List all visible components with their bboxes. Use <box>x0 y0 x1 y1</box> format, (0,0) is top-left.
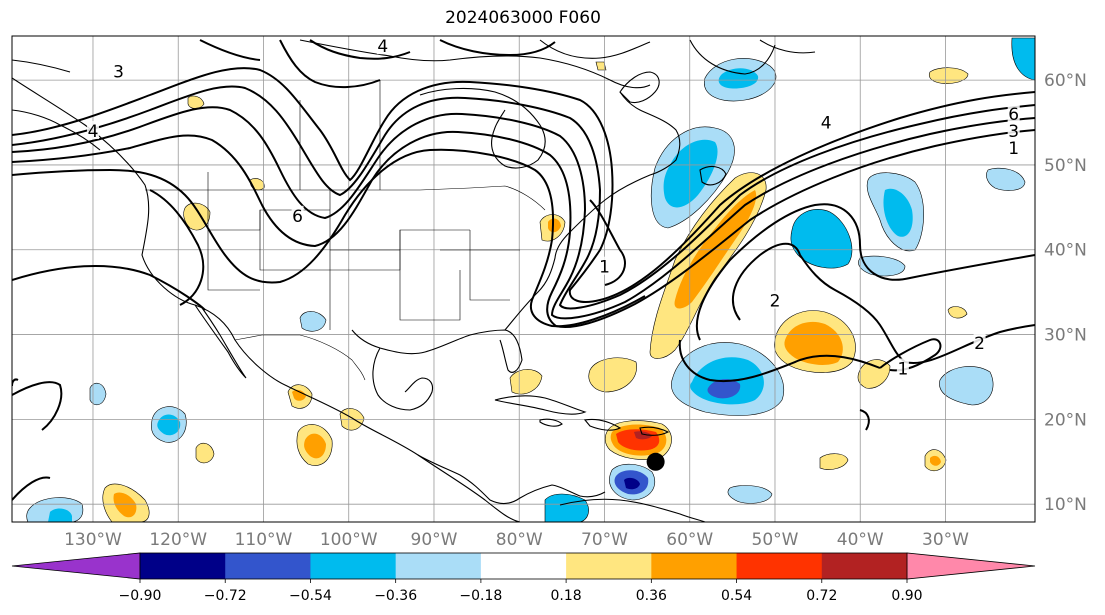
contour-label: 6 <box>292 207 303 227</box>
lon-label: 30°W <box>922 530 969 550</box>
colorbar-tick-label: 0.36 <box>636 588 667 604</box>
contour-label-bg <box>1007 104 1020 123</box>
colorbar-tick-label: −0.90 <box>119 588 162 604</box>
contour-label-bg <box>1007 120 1020 139</box>
map-frame <box>11 35 1036 523</box>
lat-label: 20°N <box>1044 410 1087 430</box>
contour-label-bg <box>1007 137 1020 156</box>
height-contours <box>12 39 1035 501</box>
contour-label: 4 <box>821 114 832 134</box>
lon-label: 40°W <box>837 530 884 550</box>
longitude-axis: 130°W 120°W 110°W 100°W 90°W 80°W 70°W 60°W 50°W… <box>64 530 969 550</box>
contour-label: 3 <box>113 63 124 83</box>
lon-label: 60°W <box>666 530 713 550</box>
colorbar-tick-label: 0.90 <box>891 588 922 604</box>
contour-label-bg <box>376 36 389 55</box>
colorbar-tick-label: 0.54 <box>721 588 752 604</box>
coastlines <box>12 39 816 522</box>
colorbar-segment <box>566 553 652 579</box>
colorbar-tick-label: −0.18 <box>459 588 502 604</box>
lon-label: 80°W <box>496 530 543 550</box>
lon-label: 50°W <box>752 530 799 550</box>
contour-label: 1 <box>599 258 610 278</box>
contour-label-bg <box>291 205 304 224</box>
colorbar-segment <box>736 553 823 579</box>
lon-label: 90°W <box>411 530 458 550</box>
political-borders <box>145 80 546 381</box>
lat-label: 50°N <box>1044 156 1087 176</box>
contour-label: 3 <box>1008 122 1019 142</box>
lon-label: 70°W <box>581 530 628 550</box>
lon-label: 110°W <box>235 530 293 550</box>
lat-label: 40°N <box>1044 241 1087 261</box>
lat-label: 60°N <box>1044 71 1087 91</box>
lat-lon-grid <box>12 36 1035 522</box>
contour-label: 2 <box>770 292 781 312</box>
storm-center-marker <box>646 452 665 471</box>
lat-label: 10°N <box>1044 495 1087 515</box>
colorbar-segment <box>651 553 738 579</box>
lon-label: 130°W <box>64 530 122 550</box>
lon-label: 120°W <box>149 530 207 550</box>
colorbar-tick-label: −0.72 <box>204 588 247 604</box>
contour-label-bg <box>86 120 99 139</box>
contour-label-bg <box>598 256 611 275</box>
colorbar-segment <box>225 553 311 579</box>
colorbar-segment <box>140 553 226 579</box>
contour-label: 4 <box>88 122 99 142</box>
contour-label-bg <box>820 112 833 131</box>
colorbar-tick-label: 0.72 <box>806 588 837 604</box>
colorbar-tick-label: 0.18 <box>551 588 582 604</box>
colorbar-tick-label: −0.54 <box>289 588 332 604</box>
contour-label: 2 <box>974 334 985 354</box>
lat-label: 30°N <box>1044 326 1087 346</box>
contour-label: 1 <box>1008 139 1019 159</box>
colorbar-segment <box>395 553 482 579</box>
lon-label: 100°W <box>320 530 378 550</box>
contour-label: 4 <box>377 37 388 57</box>
latitude-axis: 10°N 20°N 30°N 40°N 50°N 60°N <box>1044 71 1087 515</box>
contour-label-bg <box>973 333 986 352</box>
colorbar-outline <box>139 552 908 580</box>
negative-anomaly-northeast <box>1011 37 1035 81</box>
contour-label-bg <box>112 61 125 80</box>
contour-label: 6 <box>1008 105 1019 125</box>
contour-label-bg <box>768 290 781 309</box>
contour-label: 1 <box>897 359 908 379</box>
map-title: 2024063000 F060 <box>445 8 601 28</box>
colorbar-over-triangle <box>906 552 1036 580</box>
colorbar-segment <box>310 553 397 579</box>
colorbar-segment <box>821 553 908 579</box>
negative-anomaly-atlantic-central <box>790 209 853 269</box>
colorbar-under-triangle <box>11 552 141 580</box>
anomaly-shading <box>26 37 1035 522</box>
colorbar-segment <box>480 553 567 579</box>
contour-label-bg <box>896 358 909 377</box>
colorbar: −0.90 −0.72 −0.54 −0.36 −0.18 0.18 0.36 0.54 0.7… <box>11 552 1036 604</box>
colorbar-tick-label: −0.36 <box>374 588 417 604</box>
